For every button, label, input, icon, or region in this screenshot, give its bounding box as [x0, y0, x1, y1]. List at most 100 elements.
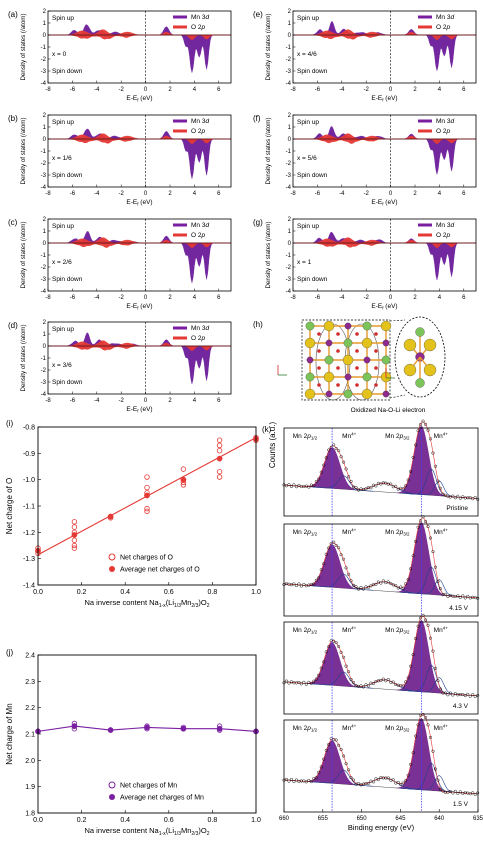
y-tick-label: -1: [41, 45, 47, 51]
xps-data-point: [448, 691, 452, 695]
dos-panel-f: (f) Density of states (/atom)210-1-2-3-4-…: [253, 113, 477, 207]
y-axis-label: Density of states (/atom): [20, 221, 27, 288]
xps-data-point: [324, 748, 328, 752]
x-axis-label: Binding energy (eV): [348, 823, 415, 832]
y-tick-label: -1.1: [23, 504, 35, 511]
mn-atom: [325, 390, 333, 398]
x-tick-label: 660: [279, 816, 290, 822]
net-charge-point: [144, 474, 150, 480]
xps-data-point: [458, 496, 462, 500]
legend-mn-3d: Mn 3d: [436, 222, 454, 229]
xps-data-point: [419, 616, 423, 620]
dos-panel-a: (a) Density of states (/atom)210-1-2-3-4-…: [8, 9, 232, 103]
xps-data-point: [312, 582, 316, 586]
xps-data-point: [322, 757, 326, 761]
peak-label: Mn 2p3/2: [385, 725, 410, 733]
x-tick-label: 0.6: [164, 817, 174, 824]
panel-label: (k): [262, 425, 272, 434]
xps-data-point: [406, 577, 410, 581]
xps-subpanel-3: Mn 2p1/2 Mn4+ Mn 2p3/2 Mn4+ 4.3 V: [282, 613, 480, 715]
y-tick-label: 1.9: [25, 784, 35, 791]
y-tick-label: 2: [288, 9, 292, 15]
zoom-atom: [423, 363, 437, 377]
xps-data-point: [426, 525, 430, 529]
xps-data-point: [441, 492, 445, 496]
xps-data-point: [364, 487, 368, 491]
y-axis-label: Density of states (/atom): [20, 117, 27, 184]
composition-label: x = 0: [52, 51, 67, 58]
xps-data-point: [426, 623, 430, 627]
xps-data-point: [471, 693, 475, 697]
x-tick-label: 0: [144, 295, 148, 301]
x-tick-label: 4: [438, 191, 442, 197]
xps-data-point: [324, 552, 328, 556]
xps-data-point: [366, 585, 370, 589]
x-tick-label: -6: [315, 295, 321, 301]
xps-data-point: [294, 778, 298, 782]
legend-mn-3d: Mn 3d: [191, 118, 209, 125]
xps-data-point: [424, 519, 428, 524]
x-tick-label: 2: [168, 191, 172, 197]
xps-data-point: [473, 793, 477, 797]
mn4-label: Mn4+: [434, 724, 449, 733]
mn4-label: Mn4+: [342, 626, 357, 635]
mn-3d-spin-down-area: [48, 34, 231, 73]
y-tick-label: -2: [286, 57, 292, 63]
xps-data-point: [299, 584, 303, 588]
plot-frame: [283, 427, 479, 517]
legend-o-2p: O 2p: [436, 232, 450, 239]
x-tick-label: -2: [119, 398, 125, 404]
xps-data-point: [292, 483, 296, 487]
x-tick-label: -2: [364, 191, 370, 197]
average-charge-point: [107, 513, 114, 520]
y-tick-label: 2: [43, 113, 47, 119]
zoom-ellipse: [394, 316, 446, 398]
y-tick-label: -2: [41, 161, 47, 167]
x-tick-label: 6: [217, 191, 221, 197]
y-tick-label: -1: [41, 253, 47, 259]
x-tick-label: 655: [318, 816, 329, 822]
na-atom: [381, 355, 391, 365]
x-tick-label: 640: [434, 816, 445, 822]
legend-open-marker: [108, 781, 116, 789]
na-atom: [343, 389, 353, 399]
xps-data-point: [307, 778, 311, 782]
average-charge-point: [180, 476, 187, 483]
xps-data-point: [352, 583, 356, 587]
y-tick-label: -4: [41, 289, 47, 295]
panel-label: (d): [8, 321, 18, 330]
zoom-atom: [403, 338, 417, 352]
y-tick-label: -4: [286, 289, 292, 295]
xps-data-point: [421, 515, 425, 519]
x-tick-label: -8: [45, 398, 51, 404]
xps-data-point: [436, 778, 440, 782]
y-tick-label: -3: [41, 277, 47, 283]
y-tick-label: -4: [41, 81, 47, 87]
panel-label: (b): [8, 114, 18, 123]
xps-data-point: [396, 780, 400, 784]
xps-data-point: [381, 677, 385, 681]
x-tick-label: -4: [94, 191, 100, 197]
xps-data-point: [359, 585, 363, 590]
mn-3d-spin-down-area: [293, 34, 476, 71]
plot-frame: [283, 621, 479, 715]
o-atom: [317, 332, 321, 336]
xps-data-point: [419, 519, 423, 523]
xps-data-point: [416, 723, 420, 727]
fit-component-line: [312, 573, 374, 591]
xps-data-point: [428, 536, 433, 540]
x-tick-label: 6: [462, 191, 466, 197]
xps-data-point: [344, 762, 348, 766]
xps-data-point: [473, 496, 477, 500]
xps-data-point: [411, 455, 415, 460]
mn4-label: Mn4+: [342, 432, 357, 441]
average-charge-point: [71, 723, 78, 729]
xps-subpanel-2: Mn 2p1/2 Mn4+ Mn 2p3/2 Mn4+ 4.15 V: [282, 515, 480, 617]
average-charge-point: [180, 725, 187, 732]
y-tick-label: -2: [41, 57, 47, 63]
xps-data-point: [391, 778, 395, 782]
x-tick-label: 0.0: [33, 817, 43, 824]
y-tick-label: -1.0: [23, 477, 35, 484]
xps-data-point: [297, 582, 301, 586]
xps-data-point: [426, 428, 430, 432]
